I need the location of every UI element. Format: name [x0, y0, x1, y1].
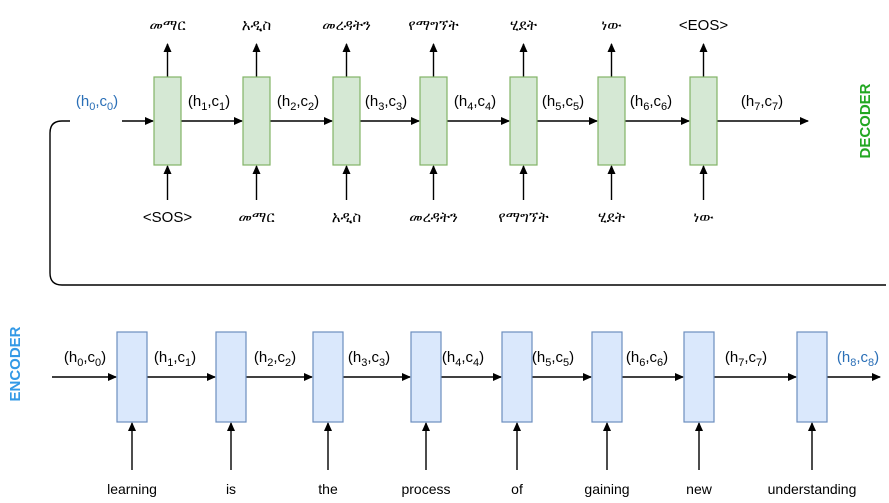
- decoder-hidden-state: (h5,c5): [542, 93, 584, 113]
- decoder-hidden-state: (h7,c7): [741, 93, 783, 113]
- encoder-input-token: understanding: [768, 481, 857, 497]
- decoder-initial-state: (h0,c0): [76, 93, 118, 113]
- encoder-input-token: learning: [107, 481, 157, 497]
- decoder-output-token: <EOS>: [679, 17, 728, 34]
- decoder-lstm-cell: [153, 76, 182, 166]
- decoder-input-token: ሂደት: [598, 208, 625, 226]
- decoder-input-token: <SOS>: [143, 209, 192, 226]
- decoder-lstm-cell: [509, 76, 538, 166]
- decoder-output-token: አዲስ: [242, 16, 272, 34]
- encoder-hidden-state: (h7,c7): [725, 349, 767, 369]
- decoder-input-token: መረዳትን: [409, 208, 458, 226]
- encoder-lstm-cell: [796, 331, 828, 423]
- decoder-input-token: መማር: [238, 208, 275, 226]
- labels: (h0,c0) (h1,c1) (h2,c2) (h3,c3) (h4,c4) (h5,c…: [7, 16, 879, 497]
- encoder-hidden-state: (h2,c2): [254, 349, 296, 369]
- decoder-output-token: መረዳትን: [322, 16, 371, 34]
- encoder-lstm-cell: [683, 331, 715, 423]
- decoder-lstm-cell: [597, 76, 626, 166]
- decoder-hidden-state: (h6,c6): [630, 93, 672, 113]
- decoder-output-token: የማግኘት: [408, 16, 458, 34]
- decoder-input-token: ነው: [693, 208, 714, 226]
- encoder-hidden-state: (h5,c5): [532, 349, 574, 369]
- decoder-hidden-state: (h2,c2): [277, 93, 319, 113]
- decoder-input-token: የማግኘት: [498, 208, 548, 226]
- encoder-lstm-cell: [312, 331, 344, 423]
- encoder-lstm-cell: [116, 331, 148, 423]
- encoder-hidden-state: (h6,c6): [626, 349, 668, 369]
- encoder-lstm-cell: [215, 331, 247, 423]
- encoder-lstm-cell: [591, 331, 623, 423]
- encoder-lstm-cell: [501, 331, 533, 423]
- encoder-label: ENCODER: [7, 326, 24, 401]
- encoder-hidden-state: (h4,c4): [442, 349, 484, 369]
- encoder-input-token: new: [686, 481, 713, 497]
- decoder-output-token: መማር: [149, 16, 186, 34]
- encoder-final-state: (h8,c8): [837, 349, 879, 369]
- decoder-lstm-cell: [332, 76, 361, 166]
- decoder-lstm-cell: [689, 76, 718, 166]
- context-transfer-line: [49, 120, 886, 286]
- decoder-hidden-state: (h3,c3): [365, 93, 407, 113]
- decoder-lstm-cell: [242, 76, 271, 166]
- encoder-lstm-cell: [410, 331, 442, 423]
- encoder-input-token: of: [511, 481, 523, 497]
- encoder-input-token: is: [226, 481, 236, 497]
- decoder-lstm-cell: [419, 76, 448, 166]
- encoder-input-token: the: [318, 481, 338, 497]
- decoder-output-token: ሂደት: [510, 16, 537, 34]
- encoder-hidden-state: (h0,c0): [64, 349, 106, 369]
- encoder-input-token: gaining: [584, 481, 629, 497]
- encoder-hidden-state: (h3,c3): [348, 349, 390, 369]
- encoder-input-token: process: [401, 481, 450, 497]
- decoder-output-token: ነው: [601, 16, 622, 34]
- lstm-cells: [116, 76, 828, 423]
- decoder-hidden-state: (h1,c1): [188, 93, 230, 113]
- encoder-hidden-state: (h1,c1): [154, 349, 196, 369]
- decoder-input-token: አዲስ: [332, 208, 362, 226]
- decoder-label: DECODER: [857, 83, 874, 158]
- decoder-hidden-state: (h4,c4): [454, 93, 496, 113]
- connection-lines: [49, 43, 886, 470]
